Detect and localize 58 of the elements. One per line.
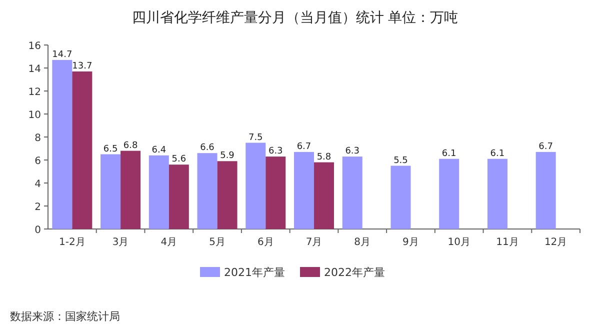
data-label: 14.7 <box>52 50 72 60</box>
data-label: 5.5 <box>394 156 408 166</box>
data-label: 6.1 <box>490 148 505 159</box>
bar <box>197 153 218 229</box>
bar <box>536 152 556 229</box>
data-label: 5.8 <box>316 152 332 162</box>
y-tick-label: 6 <box>34 156 41 167</box>
data-label: 5.6 <box>172 154 186 165</box>
x-tick-label: 11月 <box>496 237 519 248</box>
y-tick-label: 10 <box>28 110 41 121</box>
bar <box>246 142 266 229</box>
bar <box>148 155 169 229</box>
data-label: 6.1 <box>442 148 456 159</box>
y-tick-label: 8 <box>34 133 41 144</box>
bar <box>52 60 72 229</box>
data-label: 6.3 <box>268 146 283 157</box>
y-tick-label: 16 <box>28 41 41 52</box>
y-tick-label: 2 <box>34 202 41 213</box>
chart-title: 四川省化学纤维产量分月（当月值）统计 单位：万吨 <box>132 10 458 26</box>
y-tick-label: 4 <box>34 179 41 190</box>
y-tick-label: 0 <box>34 225 41 236</box>
data-label: 13.7 <box>72 61 92 72</box>
x-tick-label: 1-2月 <box>59 237 86 248</box>
bar <box>314 162 334 229</box>
x-tick-label: 12月 <box>544 237 568 248</box>
bar <box>100 154 121 229</box>
x-tick-label: 7月 <box>306 237 322 248</box>
bar <box>168 164 189 229</box>
bar <box>342 156 362 229</box>
bar <box>439 158 460 229</box>
data-label: 6.8 <box>123 140 138 151</box>
data-label: 6.3 <box>345 146 360 157</box>
legend-label: 2022年产量 <box>324 266 385 279</box>
bar <box>266 156 286 229</box>
data-label: 6.4 <box>152 145 166 156</box>
bar <box>294 152 314 229</box>
bar <box>487 158 508 229</box>
data-label: 6.6 <box>200 143 215 154</box>
source-note: 数据来源：国家统计局 <box>10 310 120 323</box>
data-label: 5.9 <box>220 151 235 162</box>
data-label: 6.7 <box>538 142 553 152</box>
bar <box>217 161 238 229</box>
x-tick-label: 5月 <box>209 237 226 248</box>
y-tick-label: 12 <box>28 87 41 98</box>
x-tick-label: 6月 <box>257 237 274 248</box>
bar <box>72 71 92 229</box>
data-label: 6.5 <box>103 144 118 154</box>
x-tick-label: 9月 <box>402 237 419 248</box>
x-tick-label: 4月 <box>160 237 178 248</box>
data-label: 7.5 <box>248 132 263 143</box>
data-label: 6.7 <box>296 142 312 152</box>
x-tick-label: 10月 <box>448 237 470 248</box>
x-tick-label: 3月 <box>112 237 129 248</box>
bar <box>390 166 411 229</box>
x-tick-label: 8月 <box>354 237 371 248</box>
legend-label: 2021年产量 <box>224 266 285 279</box>
bar <box>120 150 141 229</box>
y-tick-label: 14 <box>28 64 41 75</box>
